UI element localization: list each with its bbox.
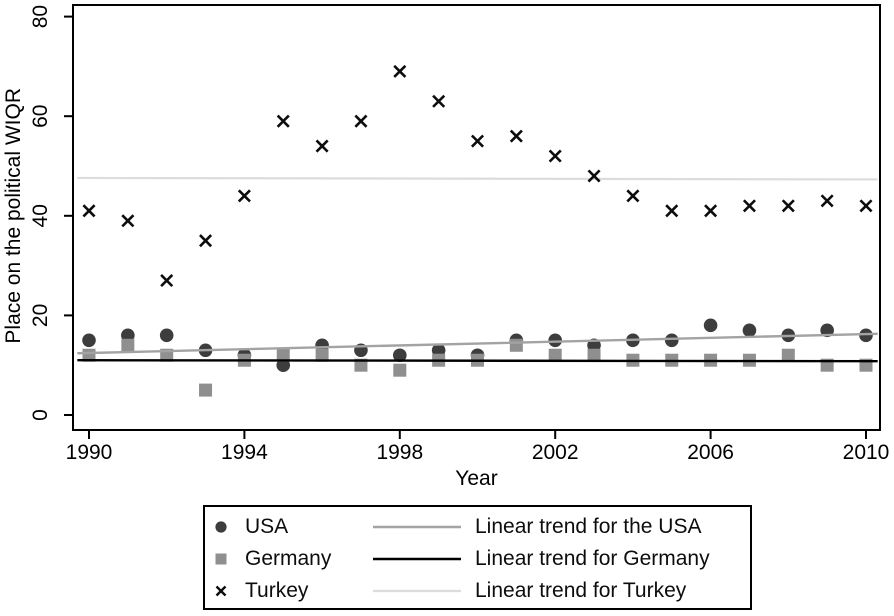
turkey-point [315, 139, 329, 153]
germany-square-icon [209, 552, 233, 566]
legend-row-usa: USA Linear trend for the USA [207, 511, 750, 543]
x-tick-label: 2006 [687, 441, 734, 464]
turkey-point [587, 169, 601, 183]
y-axis: 0 20 40 60 80 Place on the political WIQR [2, 5, 73, 421]
turkey-point [548, 149, 562, 163]
usa-point [742, 323, 757, 338]
turkey-point [199, 234, 213, 248]
x-tick-label: 1990 [66, 441, 113, 464]
turkey-point [665, 204, 679, 218]
usa-trend [77, 332, 878, 355]
x-axis: 1990 1994 1998 2002 2006 2010 Year [66, 430, 890, 490]
turkey-point [509, 129, 523, 143]
x-axis-title: Year [455, 467, 497, 490]
usa-trend-line-sample [373, 524, 461, 530]
legend-label-turkey: Turkey [245, 578, 309, 602]
legend-label-usa-trend: Linear trend for the USA [475, 514, 702, 538]
germany-trend-line [77, 359, 878, 363]
turkey-point [742, 199, 756, 213]
turkey-point [121, 214, 135, 228]
germany-trend-line-sample [373, 556, 461, 562]
y-axis-title: Place on the political WIQR [2, 88, 25, 344]
usa-point [431, 343, 446, 358]
turkey-point [393, 64, 407, 78]
usa-point [548, 333, 562, 348]
turkey-point [354, 114, 368, 128]
y-tick-label: 20 [29, 304, 52, 327]
turkey-point [626, 189, 640, 203]
usa-point [82, 333, 96, 348]
legend-row-turkey: Turkey Linear trend for Turkey [207, 575, 750, 607]
y-tick-label: 0 [29, 409, 52, 421]
plot-frame [72, 4, 881, 431]
turkey-point [82, 204, 96, 218]
usa-point [121, 328, 135, 343]
turkey-point [160, 274, 174, 288]
legend-label-germany: Germany [245, 546, 332, 570]
germany-point [393, 363, 407, 377]
x-tick-label: 1998 [376, 441, 423, 464]
germany-trend [77, 359, 878, 363]
germany-point [199, 383, 213, 397]
plot-area: 0 20 40 60 80 Place on the political WIQR 1990… [2, 4, 890, 490]
x-tick-label: 2002 [532, 441, 579, 464]
germany-point [548, 348, 562, 362]
germany-point [276, 348, 290, 362]
turkey-point [781, 199, 795, 213]
turkey-point [470, 134, 485, 148]
x-tick-label: 2010 [843, 441, 890, 464]
turkey-point [859, 199, 873, 213]
turkey-point [704, 204, 718, 218]
y-tick-label: 60 [29, 105, 52, 128]
legend-box: USA Linear trend for the USA Germany Lin… [203, 505, 752, 610]
germany-point [315, 348, 329, 362]
turkey-trend-line [77, 176, 878, 181]
legend-label-usa: USA [245, 514, 289, 538]
germany-point [587, 348, 601, 362]
legend-row-germany: Germany Linear trend for Germany [207, 543, 750, 575]
germany-point [121, 338, 135, 352]
turkey-point [820, 194, 834, 208]
turkey-trend-line-sample [373, 588, 461, 594]
usa-point [664, 333, 679, 348]
usa-point [703, 318, 718, 333]
turkey-trend [77, 176, 878, 181]
usa-point [393, 348, 407, 363]
turkey-point [276, 114, 290, 128]
germany-point [781, 348, 795, 362]
y-tick-label: 40 [29, 204, 52, 227]
turkey-point [432, 94, 446, 108]
usa-point [315, 338, 329, 353]
legend-label-germany-trend: Linear trend for Germany [475, 546, 710, 570]
turkey-points [82, 64, 873, 288]
usa-point [276, 358, 291, 373]
usa-point [820, 323, 834, 338]
legend-label-turkey-trend: Linear trend for Turkey [475, 578, 687, 602]
turkey-x-icon [209, 584, 233, 598]
usa-circle-icon [209, 520, 233, 534]
usa-point [159, 328, 174, 343]
germany-point [354, 358, 368, 372]
y-tick-label: 80 [29, 5, 52, 28]
turkey-point [237, 189, 251, 203]
x-tick-label: 1994 [221, 441, 268, 464]
germany-point [509, 338, 523, 352]
usa-trend-line [77, 332, 878, 355]
usa-point [859, 328, 873, 343]
